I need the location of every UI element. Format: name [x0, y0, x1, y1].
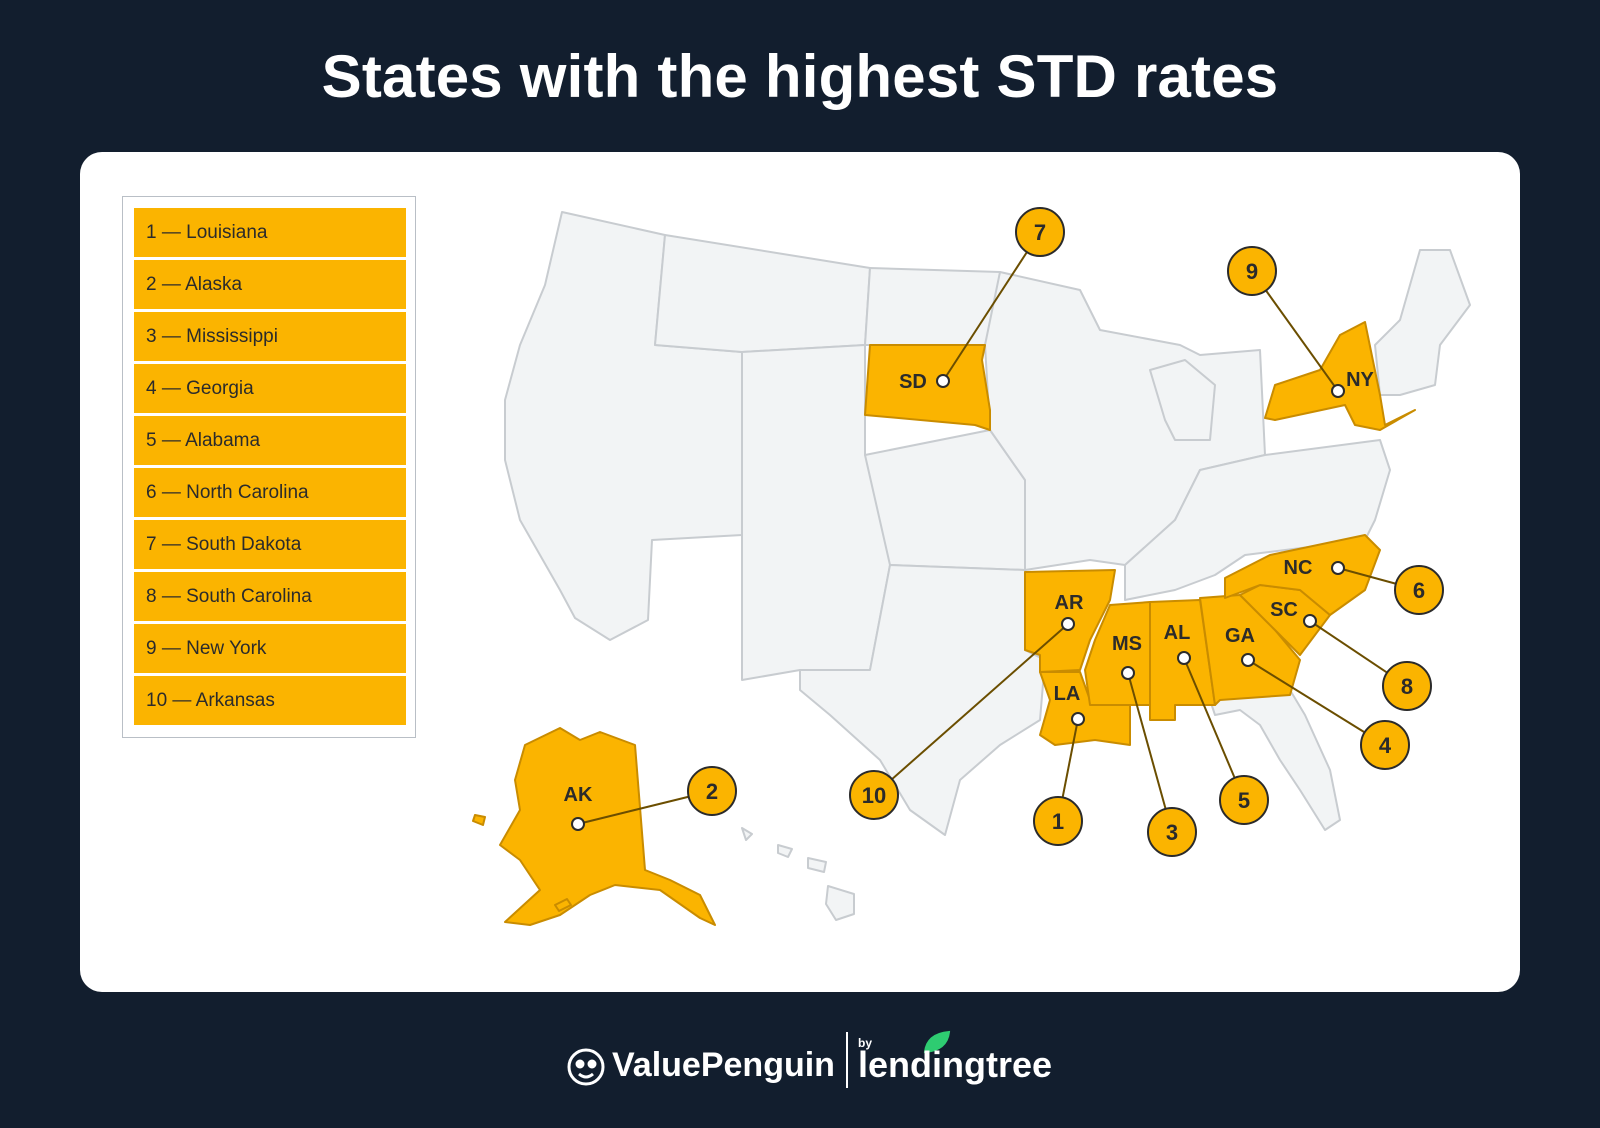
legend-item-8: 8 — South Carolina: [134, 572, 406, 621]
legend-item-1: 1 — Louisiana: [134, 208, 406, 257]
bubble-9-text: 9: [1246, 259, 1258, 284]
bubble-6-text: 6: [1413, 578, 1425, 603]
state-alaska: [472, 727, 716, 926]
bubble-5-text: 5: [1238, 788, 1250, 813]
state-hawaii: [741, 827, 855, 921]
label-sc: SC: [1270, 599, 1298, 621]
leader-ms: [1127, 672, 1173, 833]
state-louisiana: [1039, 671, 1131, 746]
label-ny: NY: [1346, 369, 1374, 391]
leader-ga: [1247, 659, 1386, 746]
label-ar: AR: [1055, 592, 1084, 614]
bubble-1: 1: [1033, 796, 1083, 846]
dot-sd: [936, 374, 950, 388]
bubble-10-text: 10: [862, 783, 886, 808]
bubble-3: 3: [1147, 807, 1197, 857]
state-new-england: [1374, 249, 1471, 396]
base-states: [504, 211, 1471, 921]
dot-ms: [1121, 666, 1135, 680]
bubble-4-text: 4: [1379, 733, 1392, 758]
label-ak: AK: [564, 784, 593, 806]
dot-nc: [1331, 561, 1345, 575]
leader-sd: [942, 231, 1041, 382]
bubble-3-text: 3: [1166, 820, 1178, 845]
dot-ga: [1241, 653, 1255, 667]
state-michigan: [1149, 359, 1216, 441]
lendingtree-brand: lendingtree: [858, 1044, 1053, 1085]
dot-ar: [1061, 617, 1075, 631]
legend-item-2: 2 — Alaska: [134, 260, 406, 309]
label-la: LA: [1054, 683, 1081, 705]
brand-by-text: by: [858, 1036, 873, 1050]
bubble-2-text: 2: [706, 779, 718, 804]
state-north-dakota: [864, 267, 1006, 346]
penguin-logo-icon: [567, 1048, 605, 1086]
bubble-10: 10: [849, 770, 899, 820]
label-ms: MS: [1112, 633, 1142, 655]
rank-bubbles: 7 9 6 8 4 5 3 1: [687, 207, 1444, 857]
bubble-9: 9: [1227, 246, 1277, 296]
valuepenguin-brand: ValuePenguin: [612, 1046, 835, 1084]
brand-divider: [846, 1032, 848, 1088]
dot-ak: [571, 817, 585, 831]
leader-ar: [873, 623, 1069, 796]
label-al: AL: [1164, 622, 1191, 644]
bubble-7: 7: [1015, 207, 1065, 257]
bubble-8: 8: [1382, 661, 1432, 711]
state-florida: [1209, 689, 1341, 831]
bubble-2: 2: [687, 766, 737, 816]
page-title: States with the highest STD rates: [321, 43, 1279, 110]
bubble-4: 4: [1360, 720, 1410, 770]
state-north-carolina: [1224, 534, 1381, 616]
state-mid-atlantic: [1124, 439, 1391, 601]
label-ga: GA: [1225, 625, 1255, 647]
highlighted-states: [472, 321, 1416, 926]
dot-ny: [1331, 384, 1345, 398]
legend-item-3: 3 — Mississippi: [134, 312, 406, 361]
legend-item-5: 5 — Alabama: [134, 416, 406, 465]
state-new-york: [1264, 321, 1416, 431]
bubble-6: 6: [1394, 565, 1444, 615]
legend-item-7: 7 — South Dakota: [134, 520, 406, 569]
bubble-7-text: 7: [1034, 220, 1046, 245]
legend-item-9: 9 — New York: [134, 624, 406, 673]
dot-al: [1177, 651, 1191, 665]
state-texas-oklahoma: [799, 564, 1046, 836]
state-labels: SD NY NC SC GA AL MS LA AR AK: [564, 369, 1375, 806]
bubble-8-text: 8: [1401, 674, 1413, 699]
legend-item-4: 4 — Georgia: [134, 364, 406, 413]
dot-la: [1071, 712, 1085, 726]
bubble-1-text: 1: [1052, 809, 1064, 834]
leaf-logo-icon: [923, 1030, 951, 1054]
ranking-legend: 1 — Louisiana 2 — Alaska 3 — Mississippi…: [122, 196, 416, 738]
state-mountain-north: [654, 234, 871, 353]
bubble-5: 5: [1219, 775, 1269, 825]
label-nc: NC: [1284, 557, 1313, 579]
label-sd: SD: [899, 371, 927, 393]
dot-sc: [1303, 614, 1317, 628]
state-south-dakota: [864, 344, 991, 431]
legend-item-6: 6 — North Carolina: [134, 468, 406, 517]
anchor-dots: [571, 374, 1345, 831]
state-plains: [864, 429, 1026, 571]
legend-item-10: 10 — Arkansas: [134, 676, 406, 725]
leader-al: [1183, 657, 1245, 801]
